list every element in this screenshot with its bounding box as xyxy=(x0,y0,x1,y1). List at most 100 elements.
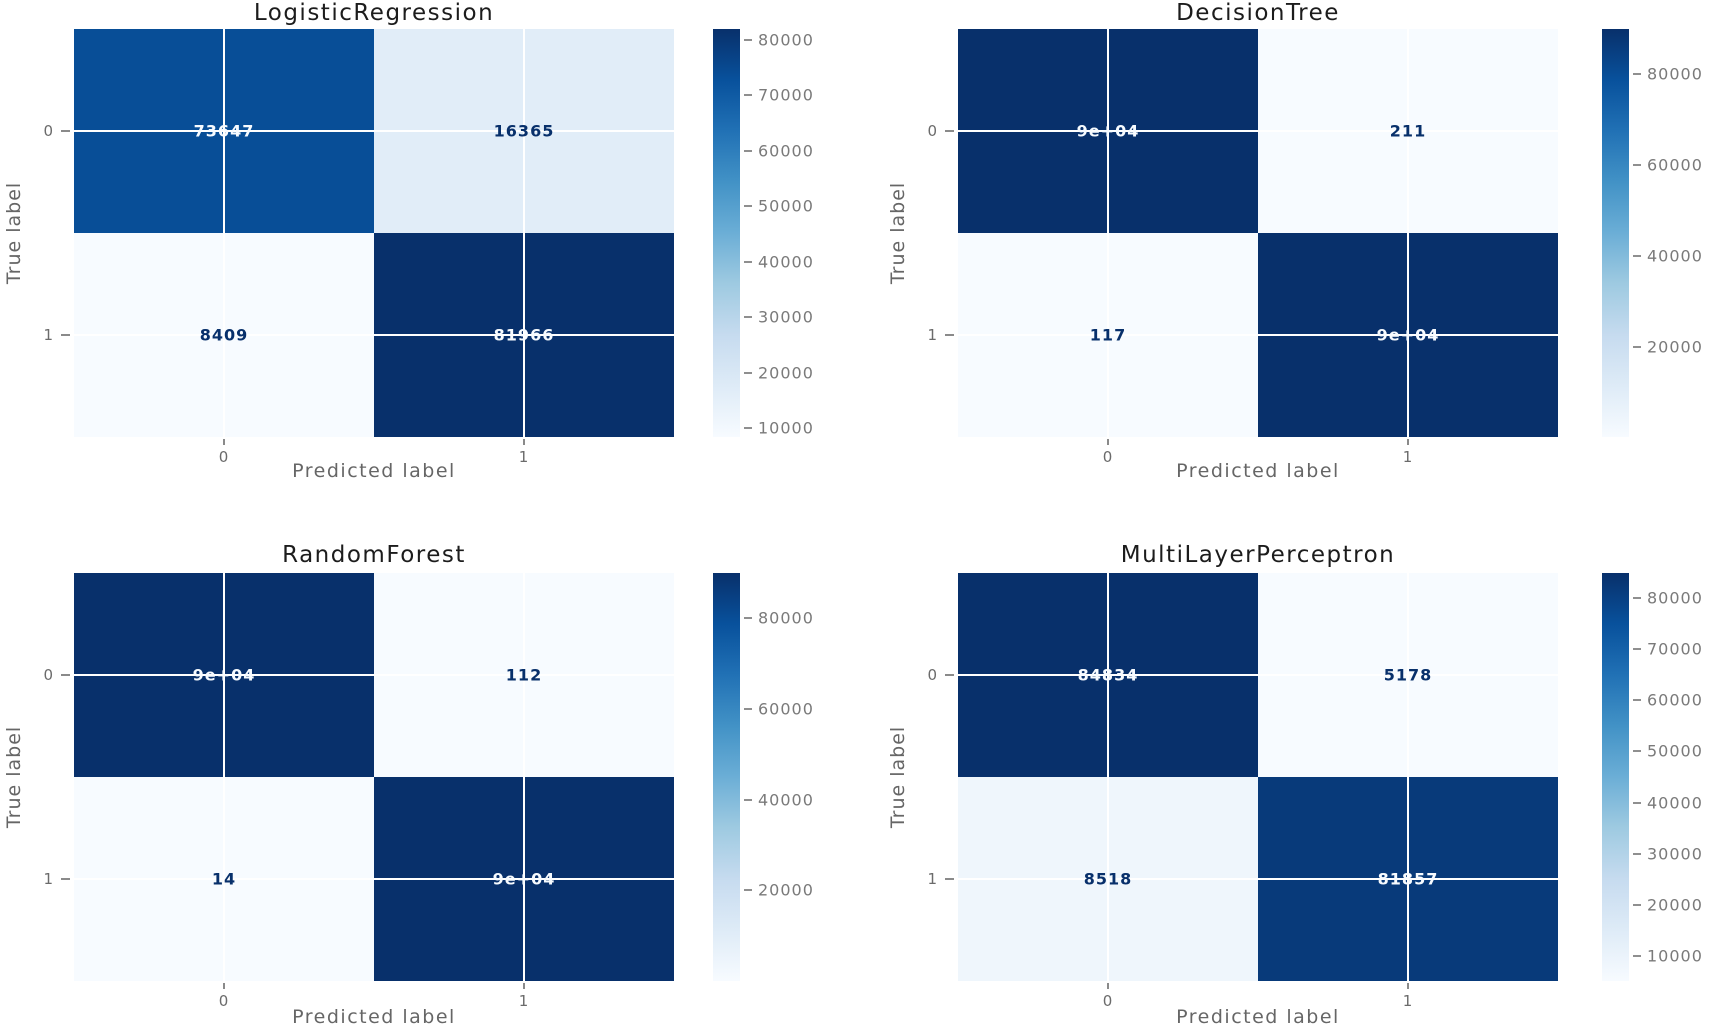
y-tick-mark xyxy=(61,674,70,676)
subplot-title: LogisticRegression xyxy=(253,0,495,26)
subplot-multilayer-perceptron: MultiLayerPerceptron True label 84834 517… xyxy=(858,516,1716,1032)
colorbar-tick-mark xyxy=(744,94,752,97)
y-tick-mark xyxy=(61,334,70,336)
colorbar-tick-mark xyxy=(744,38,752,41)
colorbar-tick-mark xyxy=(1633,750,1641,753)
y-tick-label: 0 xyxy=(43,666,54,684)
gridline xyxy=(958,130,1558,132)
matrix-cell-value: 81857 xyxy=(1377,869,1439,889)
colorbar-tick-mark xyxy=(744,260,752,263)
gridline xyxy=(74,334,674,336)
subplot-title: RandomForest xyxy=(282,542,466,568)
colorbar-tick-label: 20000 xyxy=(1647,895,1703,915)
y-tick-mark xyxy=(945,674,954,676)
gridline xyxy=(1407,573,1409,981)
subplot-decision-tree: DecisionTree True label 9e+04 211 117 9e+04… xyxy=(858,0,1716,516)
x-tick-mark xyxy=(1107,439,1109,445)
y-tick-mark xyxy=(945,130,954,132)
colorbar-tick-label: 60000 xyxy=(1647,155,1703,175)
matrix-cell-value: 9e+04 xyxy=(492,869,556,889)
colorbar-tick-mark xyxy=(744,316,752,319)
colorbar-tick-mark xyxy=(1633,647,1641,650)
matrix-cell-value: 5178 xyxy=(1383,665,1433,685)
matrix-cell-value: 9e+04 xyxy=(1076,121,1140,141)
x-axis-label: Predicted label xyxy=(292,460,456,482)
x-tick-label: 1 xyxy=(518,448,530,466)
x-tick-label: 0 xyxy=(218,992,230,1010)
colorbar-tick-mark xyxy=(1633,801,1641,804)
y-axis-label: True label xyxy=(887,725,909,829)
x-tick-mark xyxy=(1407,983,1409,989)
confusion-matrix: 84834 5178 8518 81857 0 1 0 1 xyxy=(927,573,1558,1010)
colorbar-tick-label: 20000 xyxy=(758,363,814,383)
x-tick-mark xyxy=(1107,983,1109,989)
y-tick-label: 0 xyxy=(927,122,938,140)
colorbar-tick-label: 50000 xyxy=(758,196,814,216)
colorbar-tick-label: 60000 xyxy=(758,141,814,161)
colorbar: 10000 20000 30000 40000 50000 60000 70000 80000 xyxy=(1602,573,1702,981)
colorbar-tick-mark xyxy=(1633,73,1641,76)
y-tick-mark xyxy=(945,878,954,880)
subplot-random-forest: RandomForest True label 9e+04 112 14 9e+04 0… xyxy=(0,516,858,1032)
colorbar-tick-label: 20000 xyxy=(758,880,814,900)
gridline xyxy=(223,29,225,437)
x-tick-mark xyxy=(223,439,225,445)
colorbar-tick-label: 60000 xyxy=(1647,690,1703,710)
colorbar-tick-label: 40000 xyxy=(758,790,814,810)
colorbar-tick-mark xyxy=(1633,596,1641,599)
gridline xyxy=(1107,29,1109,437)
colorbar-tick-mark xyxy=(744,371,752,374)
gridline xyxy=(523,29,525,437)
colorbar-tick-mark xyxy=(744,617,752,620)
colorbar-tick-mark xyxy=(1633,852,1641,855)
colorbar-tick-mark xyxy=(744,149,752,152)
colorbar-tick-label: 40000 xyxy=(758,252,814,272)
confusion-matrix: 73647 16365 8409 81966 0 1 0 1 xyxy=(43,29,674,466)
x-axis-label: Predicted label xyxy=(292,1006,456,1028)
matrix-cell-value: 211 xyxy=(1389,121,1427,141)
gridline xyxy=(523,573,525,981)
x-axis-label: Predicted label xyxy=(1176,460,1340,482)
colorbar-tick-label: 80000 xyxy=(1647,588,1703,608)
gridline xyxy=(958,334,1558,336)
y-tick-mark xyxy=(61,878,70,880)
matrix-cell-value: 81966 xyxy=(493,325,555,345)
colorbar: 10000 20000 30000 40000 50000 60000 70000 80000 xyxy=(713,29,813,438)
x-tick-mark xyxy=(223,983,225,989)
matrix-cell-value: 16365 xyxy=(493,121,555,141)
matrix-cell-value: 117 xyxy=(1089,325,1127,345)
confusion-matrix: 9e+04 112 14 9e+04 0 1 0 1 xyxy=(43,573,674,1010)
colorbar-tick-mark xyxy=(1633,955,1641,958)
x-tick-label: 0 xyxy=(1102,992,1114,1010)
gridline xyxy=(223,573,225,981)
gridline xyxy=(958,878,1558,880)
colorbar-tick-label: 30000 xyxy=(758,307,814,327)
colorbar-tick-label: 40000 xyxy=(1647,246,1703,266)
colorbar-tick-mark xyxy=(744,708,752,711)
matrix-cell-value: 73647 xyxy=(193,121,255,141)
colorbar-tick-label: 20000 xyxy=(1647,337,1703,357)
colorbar-tick-label: 70000 xyxy=(1647,639,1703,659)
colorbar-tick-label: 40000 xyxy=(1647,793,1703,813)
colorbar-tick-label: 80000 xyxy=(758,30,814,50)
colorbar-tick-label: 60000 xyxy=(758,699,814,719)
y-axis-label: True label xyxy=(887,181,909,285)
gridline xyxy=(74,878,674,880)
gridline xyxy=(1107,573,1109,981)
y-tick-label: 1 xyxy=(43,870,54,888)
colorbar-tick-label: 70000 xyxy=(758,85,814,105)
y-tick-label: 1 xyxy=(927,870,938,888)
colorbar-tick-mark xyxy=(1633,164,1641,167)
gridline xyxy=(74,130,674,132)
colorbar-tick-mark xyxy=(1633,699,1641,702)
gridline xyxy=(74,674,674,676)
matrix-cell-value: 9e+04 xyxy=(1376,325,1440,345)
x-tick-label: 0 xyxy=(218,448,230,466)
colorbar-tick-mark xyxy=(1633,904,1641,907)
y-tick-label: 1 xyxy=(43,326,54,344)
x-axis-label: Predicted label xyxy=(1176,1006,1340,1028)
colorbar-tick-mark xyxy=(1633,254,1641,257)
y-tick-mark xyxy=(61,130,70,132)
x-tick-label: 1 xyxy=(1402,448,1414,466)
